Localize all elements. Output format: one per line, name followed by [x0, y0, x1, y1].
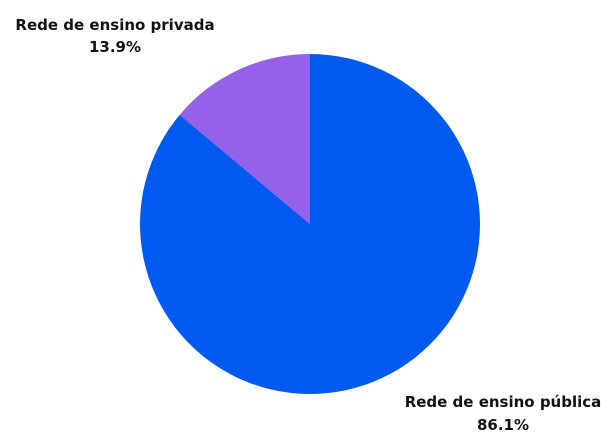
slice-value-publica: 86.1%: [477, 416, 529, 434]
pie-slice-privada: [179, 54, 310, 224]
pie-slice-publica: [140, 53, 481, 394]
slice-label-publica: Rede de ensino pública: [405, 393, 602, 411]
pie-slices: [140, 53, 481, 394]
slice-value-privada: 13.9%: [89, 38, 141, 56]
slice-label-privada: Rede de ensino privada: [15, 16, 214, 34]
